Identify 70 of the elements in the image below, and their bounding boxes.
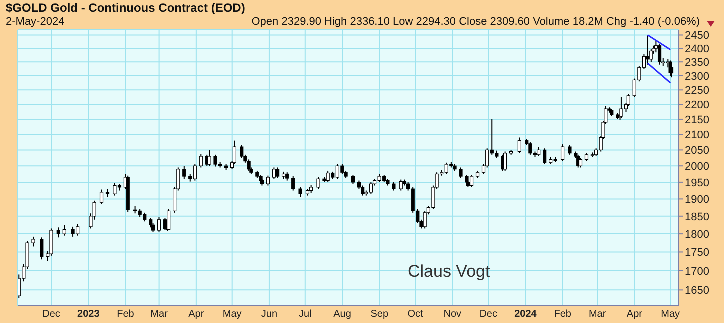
candlestick — [399, 179, 403, 192]
candlestick — [62, 224, 66, 236]
x-tick-label: Aug — [334, 309, 352, 320]
candlestick — [232, 140, 236, 166]
candlestick — [568, 144, 572, 156]
x-tick-label: Mar — [150, 309, 169, 320]
candlestick — [272, 167, 276, 180]
candlestick — [504, 151, 508, 172]
candlestick — [32, 236, 36, 248]
x-tick-label: May — [661, 309, 680, 320]
y-tick-label: 2450 — [685, 30, 710, 42]
x-tick-label: Mar — [588, 309, 607, 320]
annotation: Claus Vogt — [408, 262, 490, 282]
x-tick-label: Oct — [408, 309, 424, 320]
candlestick — [266, 175, 270, 186]
x-tick-label: Apr — [188, 309, 205, 320]
y-tick-label: 2300 — [685, 70, 710, 83]
candlestick — [658, 44, 662, 66]
candlestick — [40, 237, 44, 260]
candlestick — [459, 167, 463, 179]
x-tick-label: 2023 — [78, 309, 100, 320]
candlestick — [578, 158, 583, 168]
y-tick-label: 2400 — [685, 43, 710, 56]
y-tick-label: 1900 — [685, 194, 710, 206]
y-tick-label: 1800 — [685, 228, 710, 241]
x-tick-label: Dec — [42, 309, 60, 320]
chart-subtitle: 2-May-2024 — [6, 16, 65, 28]
y-tick-label: 1850 — [685, 211, 710, 224]
y-tick-label: 2350 — [685, 57, 710, 70]
y-tick-label: 2100 — [685, 130, 710, 142]
candlestick — [240, 144, 244, 159]
y-tick-label: 2000 — [685, 161, 710, 174]
candlestick — [149, 218, 153, 228]
candlestick — [56, 227, 60, 238]
candlestick — [316, 177, 320, 190]
y-tick-label: 2200 — [685, 100, 710, 112]
candlestick — [247, 159, 251, 172]
candlestick — [361, 185, 365, 196]
y-tick-label: 1750 — [685, 247, 710, 260]
candlestick — [157, 216, 162, 232]
x-tick-label: Feb — [117, 309, 135, 320]
x-tick-label: Apr — [626, 309, 644, 320]
candlestick — [199, 153, 203, 168]
x-tick-label: 2024 — [514, 309, 538, 320]
candlestick — [100, 189, 104, 205]
y-tick-label: 1950 — [685, 177, 710, 190]
candlestick — [208, 150, 212, 167]
candlestick — [182, 166, 186, 180]
y-tick-label: 1700 — [685, 266, 710, 278]
x-tick-label: Feb — [554, 309, 572, 320]
x-tick-label: Jul — [298, 309, 312, 320]
x-tick-label: Nov — [444, 309, 462, 320]
x-tick-label: Dec — [480, 309, 498, 320]
candlestick — [537, 146, 541, 158]
x-tick-label: Sep — [370, 309, 389, 320]
candlestick — [298, 186, 302, 198]
chart-title: $GOLD Gold - Continuous Contract (EOD) — [6, 1, 246, 15]
candlestick — [292, 176, 296, 192]
y-tick-label: 1650 — [685, 285, 710, 298]
x-tick-label: Jun — [261, 309, 278, 320]
text: Open 2329.90 High 2336.10 Low 2294.30 Close 2309.60 Volume 18.2M Chg -1.40 (-0.06%) — [252, 16, 700, 28]
y-tick-label: 2150 — [685, 114, 710, 126]
candlestick — [543, 148, 547, 166]
y-tick-label: 2250 — [685, 85, 710, 98]
candlestick — [518, 137, 522, 154]
y-tick-label: 2050 — [685, 145, 710, 158]
x-tick-label: May — [222, 309, 242, 320]
candlestick — [560, 144, 565, 162]
candlestick — [276, 167, 280, 179]
candlestick — [646, 34, 650, 66]
